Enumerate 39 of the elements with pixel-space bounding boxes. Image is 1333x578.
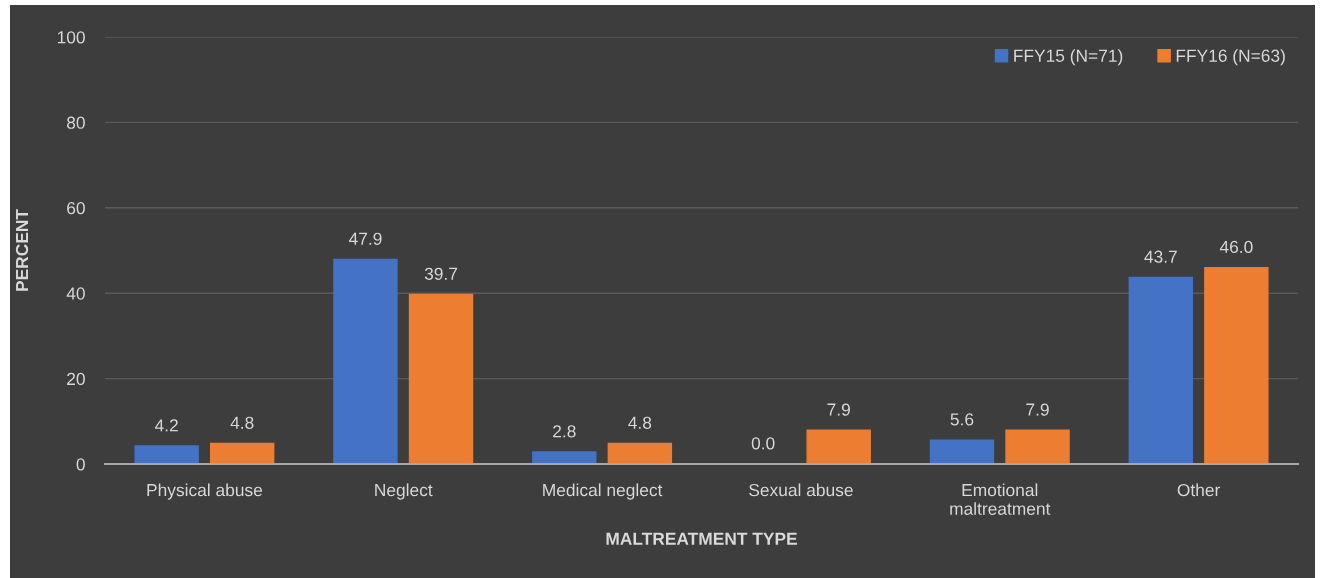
bar: [333, 258, 398, 464]
y-tick-label: 80: [67, 116, 85, 129]
x-tick-label: Medical neglect: [543, 483, 663, 500]
x-tick-label: Emotional maltreatment: [950, 483, 1051, 515]
data-label: 47.9: [348, 232, 382, 245]
data-label: 46.0: [1219, 240, 1253, 254]
data-label: 4.8: [230, 416, 254, 429]
x-tick-label: Sexual abuse: [749, 483, 853, 497]
data-label: 7.9: [827, 403, 850, 416]
bar: [532, 451, 597, 464]
y-tick-label: 40: [66, 287, 85, 300]
data-label: 39.7: [424, 267, 458, 280]
legend-label: FFY15 (N=71): [1014, 49, 1123, 66]
y-axis-title: PERCENT: [15, 209, 29, 291]
bar: [1204, 266, 1269, 464]
data-label: 43.7: [1144, 250, 1177, 263]
y-tick-label: 60: [67, 201, 85, 215]
bar: [607, 442, 673, 464]
data-label: 0.0: [751, 437, 775, 450]
bar: [408, 293, 474, 464]
bar: [1005, 429, 1070, 464]
x-tick-label: Physical abuse: [147, 483, 263, 500]
y-tick-label: 100: [57, 31, 85, 44]
data-label: 2.8: [553, 425, 576, 438]
data-label: 4.8: [628, 416, 652, 429]
bar: [1128, 276, 1194, 464]
y-tick-label: 0: [76, 458, 85, 471]
legend-label: FFY16 (N=63): [1176, 49, 1285, 66]
data-label: 5.6: [950, 413, 974, 426]
x-axis-title: MALTREATMENT TYPE: [606, 532, 797, 545]
bar: [134, 445, 199, 464]
bar: [209, 442, 275, 464]
data-label: 7.9: [1026, 403, 1049, 416]
bar: [806, 429, 871, 464]
bar: [929, 439, 995, 464]
x-tick-label: Other: [1177, 483, 1221, 497]
x-tick-label: Neglect: [375, 483, 433, 500]
data-label: 4.2: [154, 419, 178, 432]
y-tick-label: 20: [67, 372, 85, 386]
